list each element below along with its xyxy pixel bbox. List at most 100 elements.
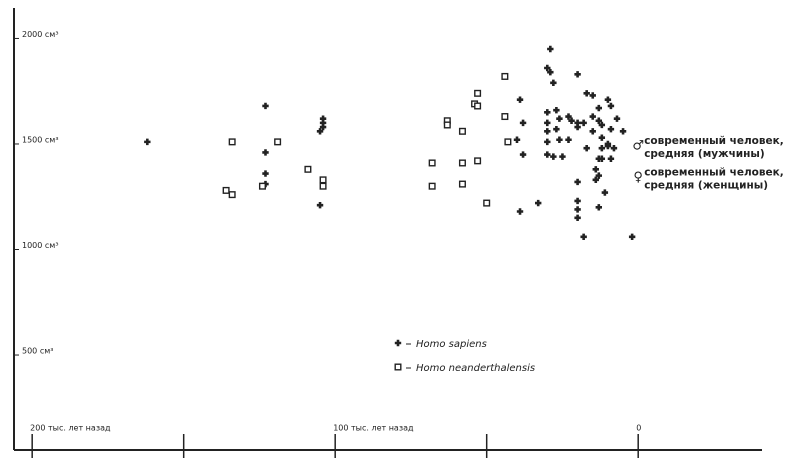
point	[262, 170, 269, 177]
point	[228, 138, 236, 146]
legend-label: Homo sapiens	[416, 339, 487, 350]
point	[316, 201, 324, 209]
point	[428, 159, 436, 167]
point	[583, 90, 590, 97]
point	[319, 176, 327, 184]
point	[553, 126, 560, 133]
point	[589, 92, 596, 99]
point	[598, 155, 606, 162]
point	[613, 115, 621, 122]
point	[474, 102, 482, 110]
x-tick-label: 0	[636, 424, 641, 433]
point	[516, 208, 524, 215]
point	[598, 121, 606, 129]
point	[544, 64, 551, 72]
point	[610, 144, 618, 152]
point	[513, 136, 521, 143]
y-tick-label: 1000 см³	[22, 241, 59, 250]
point	[601, 189, 609, 196]
reference-label: современный человек,	[644, 135, 784, 147]
point	[592, 176, 599, 184]
point	[580, 119, 587, 127]
reference-label: средняя (женщины)	[644, 180, 768, 192]
point	[547, 45, 554, 53]
point	[574, 71, 581, 78]
point	[595, 104, 603, 112]
point	[595, 204, 603, 211]
point	[574, 178, 581, 186]
point	[592, 166, 599, 173]
point	[565, 136, 572, 143]
point	[319, 123, 327, 131]
point	[556, 115, 563, 122]
point	[443, 121, 451, 129]
point	[544, 119, 551, 127]
point	[504, 138, 512, 146]
point	[544, 151, 551, 158]
point	[319, 119, 327, 127]
point	[598, 144, 606, 152]
point	[547, 69, 554, 76]
point	[483, 199, 491, 207]
point	[544, 109, 551, 116]
reference-label: средняя (мужчины)	[644, 148, 765, 160]
point	[574, 197, 581, 205]
point	[519, 151, 527, 158]
point	[304, 165, 312, 173]
point	[458, 127, 466, 135]
point	[583, 144, 590, 152]
point	[574, 206, 581, 213]
point	[574, 214, 581, 222]
point	[553, 107, 560, 114]
point	[565, 113, 572, 120]
point	[258, 182, 266, 190]
point	[574, 123, 581, 131]
point	[598, 134, 606, 141]
point	[589, 113, 596, 120]
point	[604, 142, 612, 150]
x-tick-label: 100 тыс. лет назад	[333, 424, 414, 433]
point	[607, 126, 615, 133]
point	[544, 128, 551, 135]
point	[550, 153, 557, 160]
point	[550, 79, 557, 86]
point	[474, 89, 482, 97]
point	[222, 186, 230, 194]
point	[574, 119, 581, 127]
point	[595, 117, 603, 124]
reference-symbol: ♀	[633, 170, 643, 185]
point	[501, 113, 509, 121]
point	[607, 102, 615, 110]
y-tick-label: 2000 см³	[22, 30, 59, 39]
x-tick-label: 200 тыс. лет назад	[30, 424, 111, 433]
y-tick-label: 500 см³	[22, 347, 53, 356]
point	[262, 102, 269, 110]
point	[516, 96, 524, 103]
point	[458, 180, 466, 188]
point	[319, 115, 327, 122]
point	[501, 72, 509, 80]
point	[559, 153, 566, 160]
point	[228, 191, 236, 199]
point	[274, 138, 282, 146]
point	[519, 119, 527, 127]
point	[144, 138, 151, 146]
point	[619, 128, 627, 135]
point	[458, 159, 466, 167]
point	[556, 136, 563, 143]
point	[544, 138, 551, 146]
point	[474, 157, 482, 165]
point	[628, 233, 636, 241]
reference-symbol: ♂	[632, 139, 644, 154]
point	[589, 128, 596, 135]
point	[262, 149, 269, 156]
y-tick-label: 1500 см³	[22, 135, 59, 144]
reference-label: современный человек,	[644, 167, 784, 179]
point	[535, 199, 542, 207]
point	[604, 96, 612, 103]
legend-marker	[394, 339, 402, 347]
point	[607, 155, 615, 162]
point	[428, 182, 436, 190]
point	[595, 172, 603, 179]
